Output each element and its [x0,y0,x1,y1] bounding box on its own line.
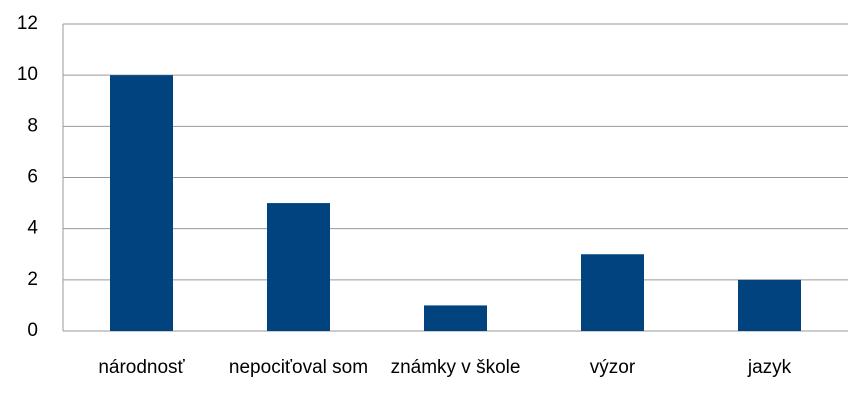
bar [267,203,330,331]
bar [581,254,644,331]
y-tick-label: 6 [27,167,38,188]
x-tick-label: jazyk [747,357,792,378]
bar [738,279,801,331]
y-tick-label: 0 [27,320,38,341]
x-tick-label: nepociťoval som [228,357,369,378]
bar [424,305,487,331]
x-tick-label: známky v škole [390,357,521,378]
x-tick-label: výzor [589,357,636,378]
y-tick-label: 10 [17,64,38,85]
bar [110,75,173,332]
x-tick-label: národnosť [98,357,185,378]
y-tick-label: 12 [17,13,38,34]
y-tick-label: 2 [27,269,38,290]
y-tick-label: 4 [27,218,38,239]
y-tick-label: 8 [27,115,38,136]
